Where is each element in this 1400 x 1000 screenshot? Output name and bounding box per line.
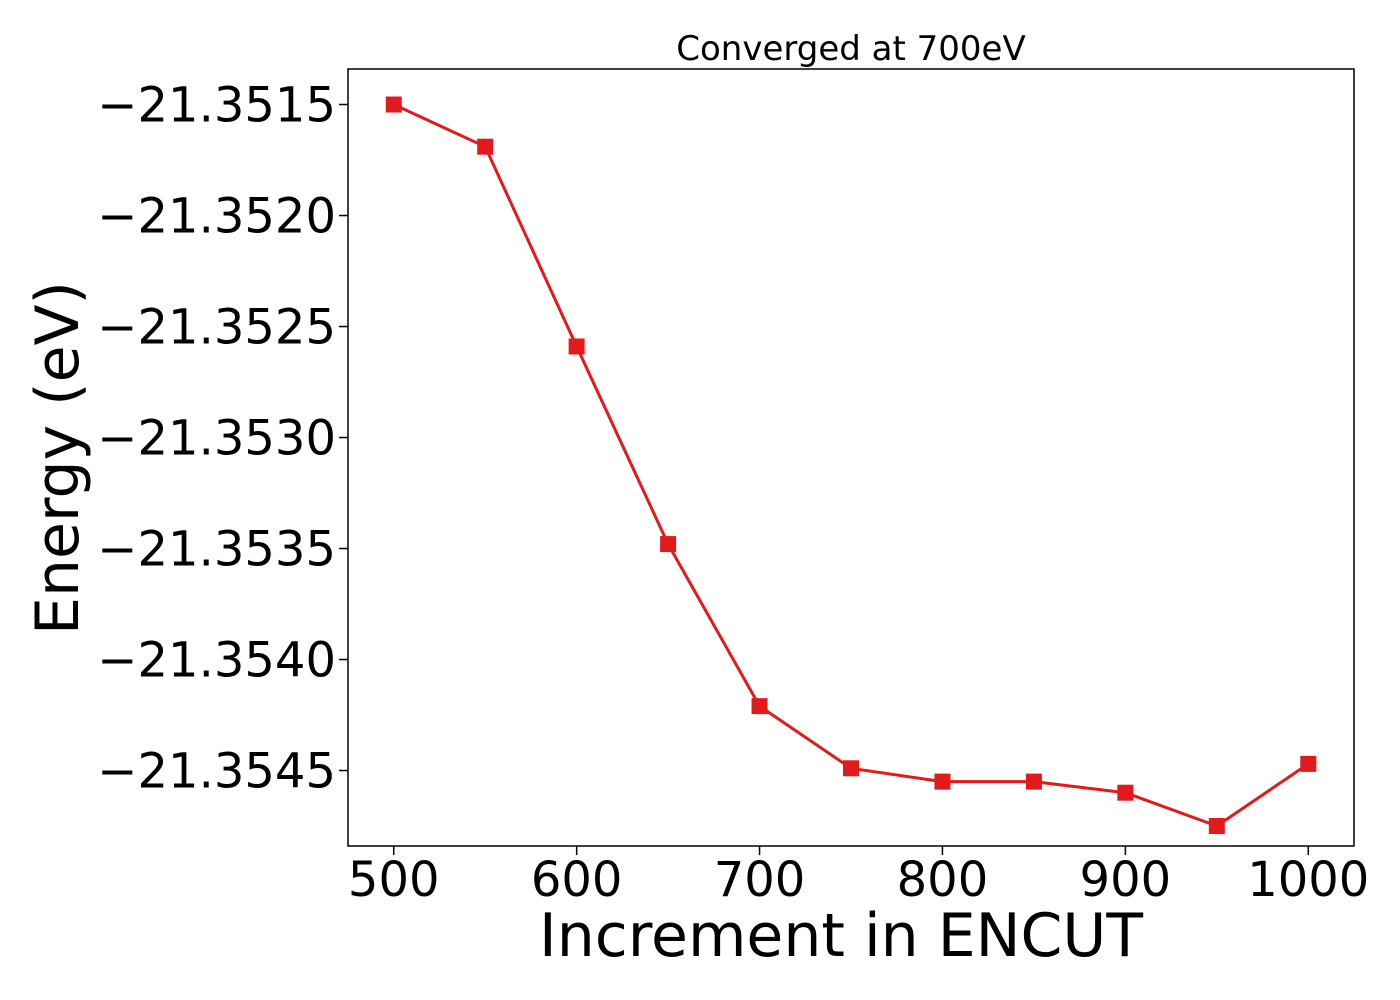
y-axis-ticks: −21.3515 −21.3520 −21.3525 −21.3530 −21.3535… <box>97 78 348 800</box>
y-tick-label: −21.3540 <box>97 633 336 689</box>
y-tick-label: −21.3530 <box>97 411 336 467</box>
chart-title: Converged at 700eV <box>676 29 1025 69</box>
series-layer <box>385 96 1317 835</box>
x-axis-ticks: 500 600 700 800 900 1000 <box>348 846 1369 908</box>
x-tick-label: 700 <box>714 852 806 908</box>
data-point-marker <box>843 760 859 777</box>
x-tick-label: 800 <box>897 852 989 908</box>
y-tick-label: −21.3525 <box>97 300 336 356</box>
data-point-marker <box>1300 755 1317 772</box>
y-tick-label: −21.3545 <box>97 744 336 800</box>
data-point-marker <box>751 698 768 715</box>
x-axis-label: Increment in ENCUT <box>539 901 1143 971</box>
data-point-marker <box>1208 818 1225 835</box>
y-tick-label: −21.3520 <box>97 189 336 245</box>
data-point-marker <box>1117 784 1134 801</box>
x-tick-label: 500 <box>348 852 440 908</box>
plot-area-frame <box>347 68 1355 847</box>
series-line <box>393 103 1310 828</box>
y-axis-label: Energy (eV) <box>23 281 93 635</box>
x-tick-label: 1000 <box>1247 852 1369 908</box>
data-point-marker <box>1025 773 1042 790</box>
x-tick-label: 900 <box>1080 852 1172 908</box>
y-tick-label: −21.3535 <box>97 522 336 578</box>
y-tick-label: −21.3515 <box>97 78 336 134</box>
data-point-marker <box>934 773 951 790</box>
data-point-marker <box>477 138 494 155</box>
data-point-marker <box>660 536 677 553</box>
x-tick-label: 600 <box>531 852 623 908</box>
data-point-marker <box>568 338 585 355</box>
data-point-marker <box>385 96 402 113</box>
